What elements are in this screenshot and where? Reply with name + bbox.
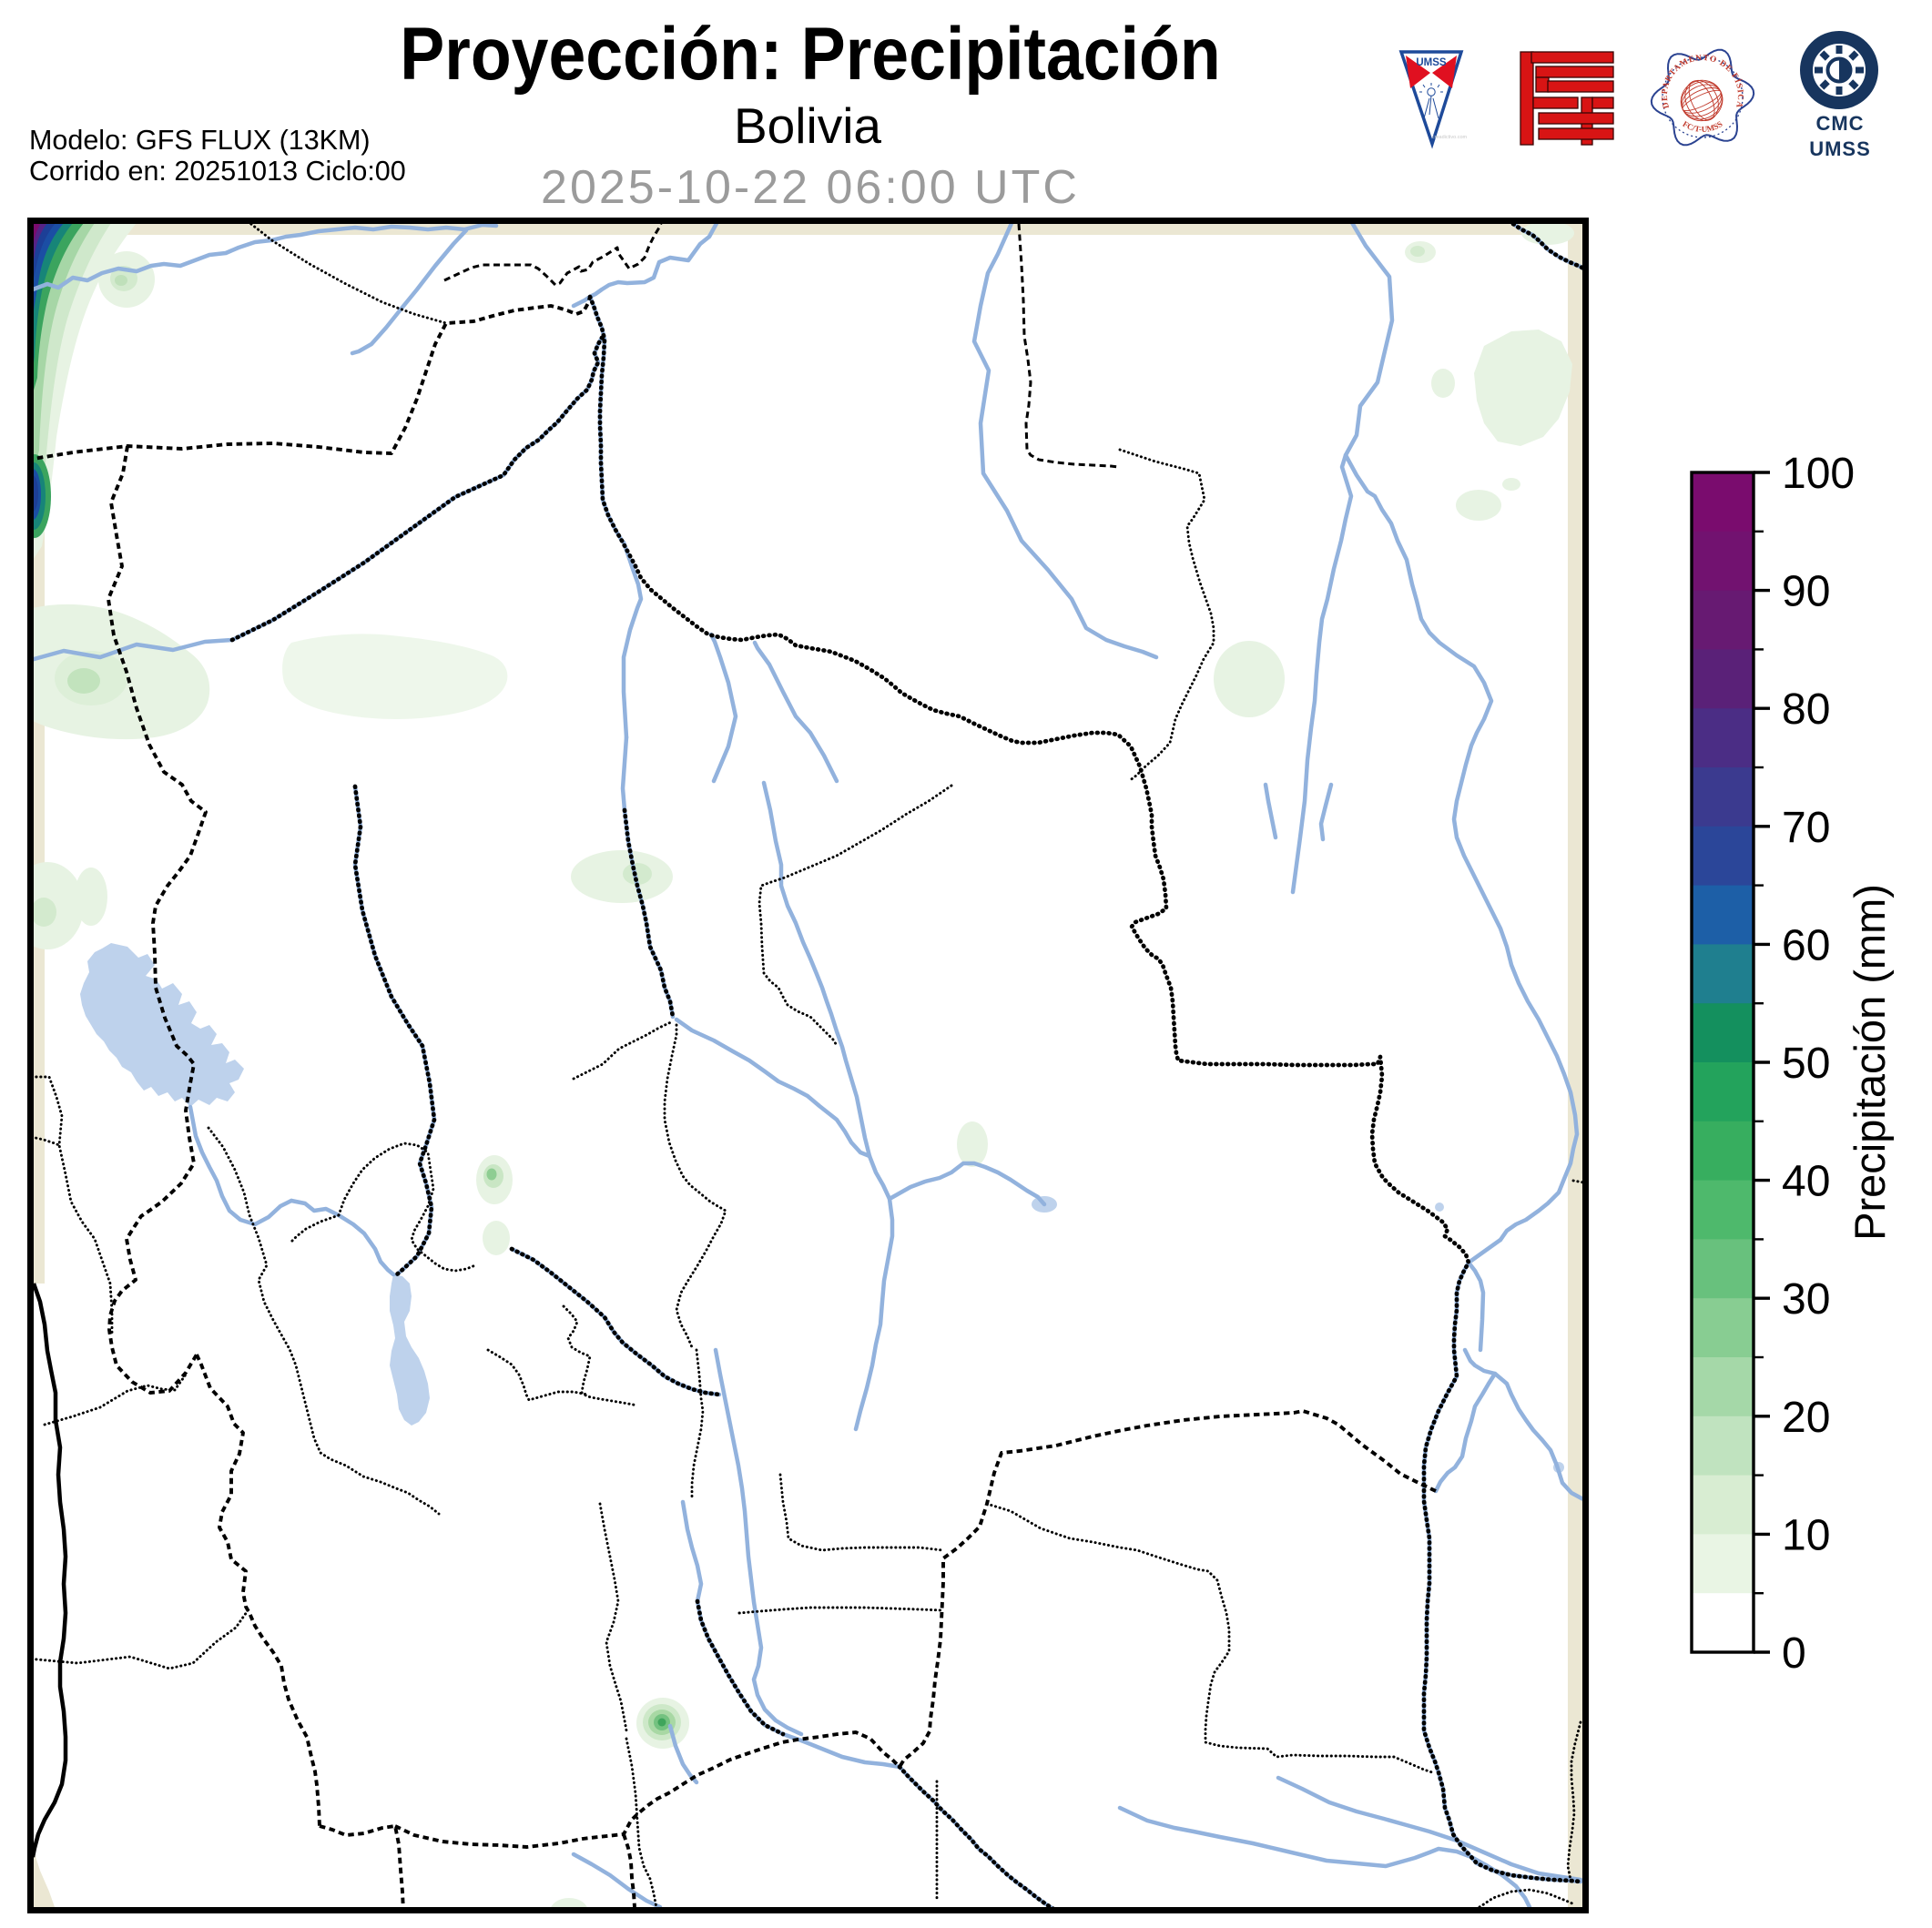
svg-text:30: 30: [1782, 1275, 1830, 1324]
svg-text:Precipitación (mm): Precipitación (mm): [1846, 884, 1894, 1241]
svg-text:UMSS: UMSS: [1416, 57, 1447, 68]
svg-text:0: 0: [1782, 1629, 1806, 1678]
svg-text:60: 60: [1782, 921, 1830, 969]
svg-text:creadictivo.com: creadictivo.com: [1432, 135, 1468, 140]
svg-text:CMC: CMC: [1815, 112, 1864, 135]
svg-text:70: 70: [1782, 804, 1830, 852]
svg-text:40: 40: [1782, 1158, 1830, 1206]
svg-text:100: 100: [1782, 450, 1855, 498]
svg-text:20: 20: [1782, 1394, 1830, 1442]
svg-text:50: 50: [1782, 1040, 1830, 1088]
svg-text:90: 90: [1782, 568, 1830, 616]
svg-text:10: 10: [1782, 1511, 1830, 1559]
svg-text:FC/T-UMSS: FC/T-UMSS: [1681, 119, 1724, 134]
svg-text:UMSS: UMSS: [1809, 137, 1871, 160]
svg-text:80: 80: [1782, 685, 1830, 734]
